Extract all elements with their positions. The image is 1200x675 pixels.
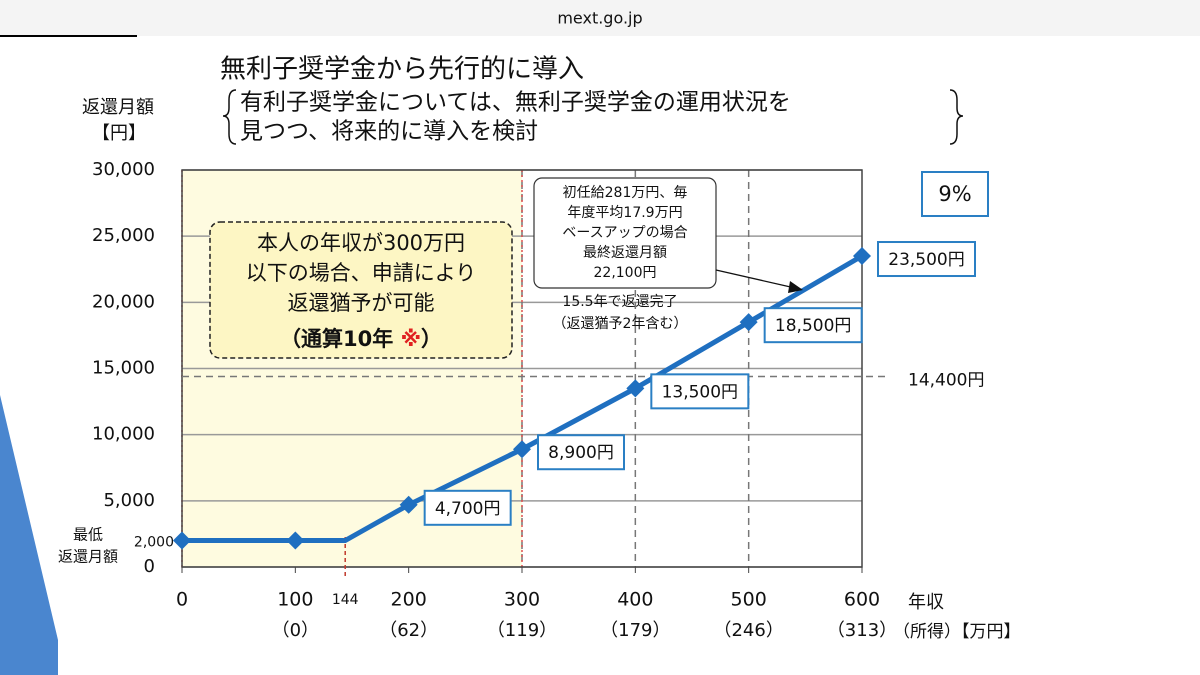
callout-arrowhead	[788, 281, 803, 293]
callout-text: ベースアップの場合	[562, 225, 687, 241]
chart-subtitle: 見つつ、将来的に導入を検討	[240, 119, 538, 145]
deferral-text-part: （通算10年	[280, 327, 401, 351]
data-point	[399, 495, 418, 514]
x-sublabel: （179）	[600, 620, 670, 641]
value-label-box	[877, 241, 976, 278]
decor-shape	[0, 395, 58, 675]
deferral-text: 本人の年収が300万円	[257, 231, 465, 255]
value-label-box	[763, 307, 863, 344]
completion-note: （返還猶予2年含む）	[553, 316, 688, 332]
x-sublabel: （0）	[272, 620, 319, 641]
value-label: 23,500円	[888, 250, 964, 270]
x-tick-label: 0	[176, 589, 188, 611]
min-label: 返還月額	[58, 548, 118, 566]
x-sublabel: （119）	[487, 620, 557, 641]
data-point	[173, 531, 191, 550]
chart-subtitle: 有利子奨学金については、無利子奨学金の運用状況を	[240, 90, 791, 116]
chart-title: 無利子奨学金から先行的に導入	[220, 55, 584, 85]
value-label: 4,700円	[435, 499, 501, 519]
deferral-text-part: ※	[401, 327, 421, 351]
data-point	[513, 440, 531, 459]
y-tick-label: 5,000	[103, 490, 155, 511]
reference-label: 14,400円	[908, 370, 984, 390]
y-tick-label: 25,000	[92, 225, 155, 246]
value-label: 18,500円	[775, 316, 851, 336]
rate-label: 9%	[938, 182, 971, 206]
data-point	[286, 531, 305, 550]
y-tick-label: 0	[144, 556, 155, 577]
deferral-box	[209, 221, 513, 359]
x-tick-label: 500	[731, 589, 767, 611]
value-label: 8,900円	[548, 443, 614, 463]
x-axis-label: （所得）【万円】	[893, 622, 1021, 642]
deferral-text: （通算10年 ※）	[280, 327, 442, 351]
value-label-box	[537, 434, 625, 471]
y-tick-label: 30,000	[92, 159, 155, 180]
value-label: 13,500円	[662, 382, 738, 402]
extra-x-label: 144	[332, 592, 359, 608]
x-tick-label: 100	[277, 589, 313, 611]
data-point	[626, 379, 645, 398]
y-tick-label: 10,000	[92, 424, 155, 445]
deferral-text-part: ）	[421, 327, 442, 351]
x-tick-label: 300	[504, 589, 540, 611]
y-axis-label: 【円】	[92, 123, 146, 144]
rate-box	[921, 171, 989, 217]
min-label: 最低	[73, 526, 103, 544]
value-label-box	[650, 373, 750, 410]
value-label-box	[423, 489, 512, 526]
x-tick-label: 400	[617, 589, 653, 611]
completion-note: 15.5年で返還完了	[562, 294, 677, 310]
header-bar	[0, 0, 1200, 36]
x-sublabel: （246）	[713, 620, 783, 641]
deferral-text: 返還猶予が可能	[288, 291, 435, 315]
x-sublabel: （313）	[827, 620, 897, 641]
y-tick-label: 15,000	[92, 358, 155, 379]
data-point	[739, 313, 758, 332]
x-tick-label: 200	[391, 589, 427, 611]
bracket	[222, 89, 237, 145]
callout-arrow	[715, 269, 796, 289]
y-tick-label: 20,000	[92, 291, 155, 312]
min-value-label: 2,000	[134, 535, 174, 551]
site-url: mext.go.jp	[557, 9, 642, 28]
y-axis-label: 返還月額	[82, 97, 154, 118]
callout-box	[533, 177, 717, 289]
callout-text: 22,100円	[594, 265, 657, 281]
x-axis-label: 年収	[908, 592, 944, 613]
callout-text: 年度平均17.9万円	[567, 205, 682, 221]
x-tick-label: 600	[844, 589, 880, 611]
deferral-text: 以下の場合、申請により	[246, 261, 477, 285]
callout-text: 初任給281万円、毎	[563, 184, 688, 201]
data-point	[853, 247, 871, 266]
bracket	[949, 89, 964, 145]
x-sublabel: （62）	[379, 620, 438, 641]
callout-text: 最終返還月額	[583, 245, 667, 261]
